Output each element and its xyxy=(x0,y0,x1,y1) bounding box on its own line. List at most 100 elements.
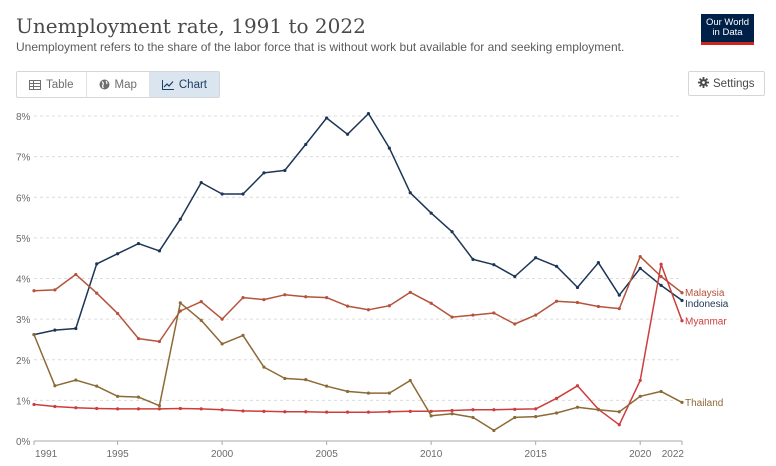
settings-label: Settings xyxy=(713,77,755,90)
data-point xyxy=(387,146,391,150)
data-point xyxy=(262,171,266,175)
data-point xyxy=(53,288,57,292)
data-point xyxy=(220,342,224,346)
data-point xyxy=(429,211,433,215)
data-point xyxy=(680,298,684,303)
series-line xyxy=(33,255,683,343)
y-tick-label: 1% xyxy=(16,396,31,407)
data-point xyxy=(53,384,57,388)
data-point xyxy=(554,396,559,400)
data-point xyxy=(304,142,308,147)
data-point xyxy=(429,414,433,418)
data-point xyxy=(617,293,621,297)
data-point xyxy=(659,389,663,394)
data-point xyxy=(617,410,621,414)
data-point xyxy=(241,409,245,413)
data-point xyxy=(136,241,141,246)
data-point xyxy=(575,384,580,388)
data-point xyxy=(345,304,350,308)
data-point xyxy=(534,415,538,419)
view-tabs: Table Map Chart xyxy=(16,71,220,98)
series-end-label: Myanmar xyxy=(685,316,727,327)
data-point xyxy=(345,132,350,136)
data-point xyxy=(53,404,57,409)
tab-map[interactable]: Map xyxy=(87,72,150,97)
data-point xyxy=(534,313,538,317)
data-point xyxy=(325,410,329,414)
data-point xyxy=(241,295,245,300)
data-point xyxy=(325,295,329,300)
data-point xyxy=(638,254,642,259)
y-tick-label: 7% xyxy=(16,153,31,164)
y-tick-label: 6% xyxy=(16,193,31,204)
data-point xyxy=(304,410,308,414)
data-point xyxy=(492,408,496,412)
data-point xyxy=(345,410,350,414)
data-point xyxy=(408,191,412,195)
series-end-label: Thailand xyxy=(685,398,723,409)
data-point xyxy=(136,407,141,411)
data-point xyxy=(408,409,412,413)
y-tick-label: 2% xyxy=(16,356,31,367)
data-point xyxy=(283,293,287,297)
data-point xyxy=(534,407,538,411)
data-point xyxy=(116,252,120,256)
data-point xyxy=(241,192,245,196)
data-point xyxy=(659,283,663,288)
data-point xyxy=(74,326,78,331)
data-point xyxy=(283,376,287,381)
data-point xyxy=(199,407,203,411)
data-point xyxy=(638,266,642,270)
tab-table[interactable]: Table xyxy=(17,72,87,97)
data-point xyxy=(492,263,496,267)
data-point xyxy=(513,274,517,279)
x-tick-label: 1991 xyxy=(35,449,58,460)
data-point xyxy=(220,408,224,412)
series-myanmar xyxy=(32,262,684,427)
x-tick-label: 1995 xyxy=(106,449,129,460)
data-point xyxy=(116,407,120,411)
data-point xyxy=(178,406,182,411)
tab-chart[interactable]: Chart xyxy=(149,72,219,97)
x-tick-label: 2010 xyxy=(420,449,443,460)
y-tick-label: 8% xyxy=(16,112,31,123)
data-point xyxy=(471,408,475,412)
data-point xyxy=(513,322,517,326)
data-point xyxy=(304,378,308,382)
data-point xyxy=(534,256,538,260)
data-point xyxy=(471,313,475,317)
series-end-label: Indonesia xyxy=(685,299,729,310)
data-point xyxy=(325,384,329,388)
data-point xyxy=(136,395,141,399)
data-point xyxy=(32,402,36,407)
data-point xyxy=(178,301,182,305)
globe-icon xyxy=(99,79,109,90)
settings-button[interactable]: Settings xyxy=(688,71,765,96)
data-point xyxy=(366,410,371,414)
data-point xyxy=(659,262,663,266)
series-line xyxy=(33,263,683,426)
y-tick-label: 4% xyxy=(16,275,31,286)
data-point xyxy=(575,300,580,305)
data-point xyxy=(554,299,559,303)
x-tick-label: 2015 xyxy=(525,449,548,460)
data-point xyxy=(345,389,350,394)
data-point xyxy=(575,405,580,409)
data-point xyxy=(283,410,287,414)
data-point xyxy=(680,319,684,323)
data-point xyxy=(136,337,141,341)
series-indonesia xyxy=(32,111,684,337)
data-point xyxy=(262,365,266,369)
data-point xyxy=(95,384,99,388)
data-point xyxy=(513,415,517,420)
data-point xyxy=(304,295,308,299)
data-point xyxy=(116,394,120,398)
series-malaysia xyxy=(32,254,684,344)
x-tick-label: 2020 xyxy=(629,449,652,460)
data-point xyxy=(659,274,663,279)
data-point xyxy=(157,249,162,253)
owid-logo[interactable]: Our World in Data xyxy=(701,14,754,45)
data-point xyxy=(262,298,266,302)
data-point xyxy=(596,304,600,309)
data-point xyxy=(513,407,517,411)
